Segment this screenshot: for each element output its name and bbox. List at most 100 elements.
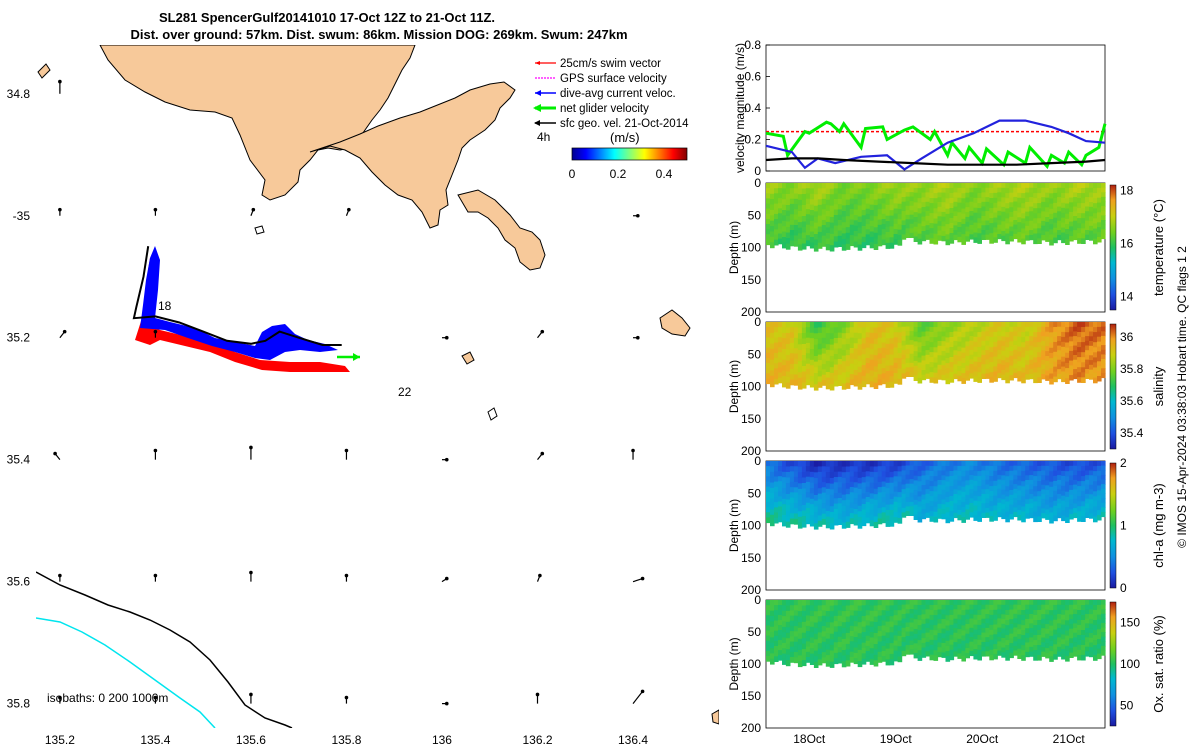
section-cell — [1029, 479, 1034, 486]
section-cell — [821, 353, 827, 360]
section-cell — [833, 215, 839, 221]
section-cell — [873, 349, 879, 356]
section-cell — [965, 331, 970, 338]
section-cell — [941, 211, 947, 218]
section-cell — [1077, 233, 1082, 239]
section-cell — [849, 240, 855, 247]
section-cell — [1081, 347, 1086, 353]
section-cell — [809, 370, 815, 377]
section-cell — [941, 192, 947, 198]
section-cell — [1073, 183, 1078, 189]
section-cell — [789, 636, 795, 643]
section-cell — [865, 651, 871, 657]
section-cell — [921, 187, 927, 194]
section-cell — [1069, 461, 1074, 467]
section-cell — [1037, 481, 1042, 487]
section-cell — [961, 239, 966, 245]
section-cell — [837, 343, 843, 349]
section-cell — [1081, 476, 1086, 482]
section-cell — [1049, 481, 1054, 488]
section-cell — [770, 471, 775, 478]
section-cell — [1053, 232, 1058, 239]
section-cell — [845, 621, 851, 628]
section-cell — [905, 640, 911, 646]
section-cell — [881, 327, 887, 333]
section-cell — [782, 220, 787, 227]
section-cell — [1009, 514, 1014, 520]
section-cell — [849, 481, 855, 488]
section-cell — [1029, 600, 1034, 606]
section-cell — [778, 233, 783, 240]
section-cell — [857, 322, 863, 329]
section-cell — [1077, 367, 1082, 373]
section-cell — [901, 470, 907, 476]
section-cell — [778, 630, 783, 636]
section-cell — [805, 625, 811, 632]
section-cell — [770, 199, 775, 206]
section-cell — [857, 372, 863, 379]
section-cell — [1085, 489, 1090, 495]
section-cell — [929, 511, 935, 517]
section-cell — [1005, 625, 1010, 631]
section-cell — [985, 614, 990, 620]
section-cell — [953, 364, 958, 370]
section-cell — [889, 509, 895, 516]
section-cell — [989, 228, 994, 234]
section-cell — [957, 634, 962, 640]
section-cell — [770, 343, 775, 350]
section-cell — [809, 354, 815, 361]
section-cell — [933, 213, 939, 220]
section-cell — [1045, 236, 1050, 242]
section-cell — [1013, 470, 1018, 476]
section-cell — [793, 225, 799, 231]
section-cell — [909, 470, 915, 476]
section-cell — [1021, 605, 1026, 611]
section-cell — [905, 506, 911, 512]
section-cell — [1045, 336, 1050, 343]
section-cell — [873, 510, 879, 517]
section-cell — [837, 508, 843, 515]
section-cell — [985, 340, 990, 347]
section-cell — [789, 322, 795, 328]
section-cell — [889, 221, 895, 227]
section-y-tick-label: 200 — [741, 305, 761, 319]
section-cell — [1001, 331, 1006, 337]
section-cell — [1049, 198, 1054, 205]
section-cell — [1057, 359, 1062, 365]
section-cell — [937, 484, 943, 491]
section-y-tick-label: 50 — [748, 625, 762, 639]
section-cell — [857, 494, 863, 501]
section-cell — [881, 224, 887, 230]
section-cell — [845, 494, 851, 501]
section-cell — [774, 605, 779, 611]
section-cell — [1089, 230, 1094, 236]
section-cell — [1085, 479, 1090, 486]
section-cell — [925, 461, 931, 467]
section-cell — [937, 503, 943, 510]
section-cell — [953, 651, 958, 657]
section-cell — [789, 203, 795, 210]
section-cell — [941, 370, 947, 376]
section-cell — [1001, 609, 1006, 615]
section-cell — [853, 348, 859, 355]
section-cell — [877, 508, 883, 514]
section-y-tick-label: 150 — [741, 412, 761, 426]
section-cell — [985, 609, 990, 615]
section-cell — [829, 611, 835, 618]
section-cell — [789, 502, 795, 509]
section-cell — [785, 461, 791, 468]
section-cell — [961, 223, 966, 230]
section-cell — [1069, 197, 1074, 203]
section-cell — [821, 620, 827, 627]
section-cell — [957, 500, 962, 506]
geo-vector-head — [538, 573, 542, 578]
geo-vector-head — [249, 570, 253, 575]
section-cell — [821, 198, 827, 205]
section-cell — [778, 208, 783, 214]
section-cell — [1065, 471, 1070, 477]
section-cell — [813, 495, 819, 502]
legend-net-glider-velocity: net glider velocity — [533, 103, 649, 115]
section-cell — [1073, 618, 1078, 624]
section-cell — [925, 507, 931, 514]
section-cell — [1097, 505, 1102, 511]
